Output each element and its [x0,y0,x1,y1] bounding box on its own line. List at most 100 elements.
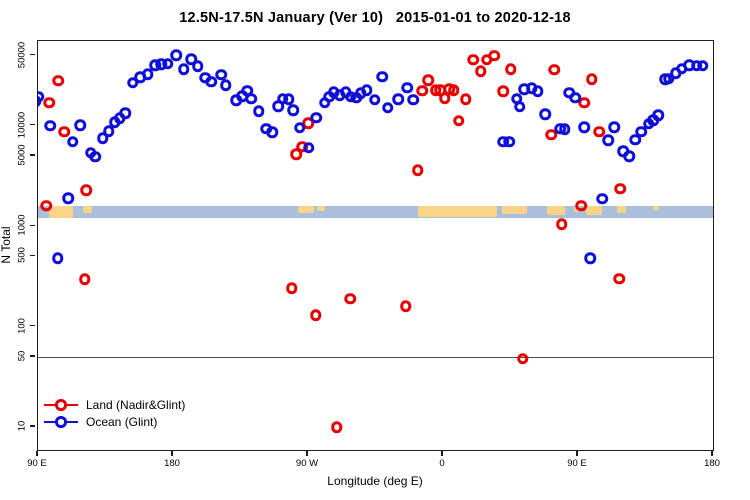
ocean-data-point [531,85,544,97]
x-tick [36,451,38,456]
map-band [38,205,713,218]
ocean-data-point [51,252,64,264]
land-data-point [330,421,343,433]
y-tick [30,324,35,327]
map-band-land-blob [297,205,314,213]
ocean-data-point [219,79,232,92]
land-data-point [447,84,460,97]
land-data-point [504,63,517,76]
ocean-data-point [578,121,590,133]
ocean-data-point [294,121,306,134]
map-band-land-blob [501,205,527,215]
land-data-point [555,218,568,230]
y-axis-title: N Total [0,226,13,264]
land-data-point [78,273,91,286]
map-band-land-blob [417,205,497,217]
reference-line [38,356,713,359]
ocean-data-point [245,92,257,105]
y-tick [30,425,35,427]
map-band-land-blob [653,205,659,211]
ocean-data-point [62,192,74,204]
land-data-point [411,164,424,177]
y-tick-label: 10000 [16,111,28,139]
land-data-point [459,93,472,105]
ocean-data-point [381,102,394,114]
x-tick [576,451,578,456]
land-data-point [309,309,322,321]
legend-label-land: Land (Nadir&Glint) [86,397,186,412]
land-data-point [399,300,412,312]
land-data-point [285,282,298,295]
ocean-data-point [141,68,154,81]
map-band-land-blob [546,205,565,215]
x-tick-label: 90 W [295,458,319,469]
ocean-data-point [215,68,227,81]
ocean-data-point [102,125,115,138]
map-band-land-blob [617,205,626,214]
y-tick [30,224,35,226]
land-data-point [290,148,302,161]
y-tick-label: 50000 [16,41,28,68]
land-data-point [488,49,500,62]
ocean-data-point [513,101,526,113]
ocean-data-point [38,90,44,103]
land-data-point [548,64,560,76]
land-data-point [467,53,479,66]
ocean-data-point [266,126,278,138]
land-data-point [585,73,598,86]
map-band-land-blob [48,205,73,218]
ocean-data-point [177,63,190,76]
land-data-point [416,85,428,97]
land-data-point [344,292,356,305]
ocean-data-point [96,132,109,145]
x-tick-label: 180 [164,458,180,469]
legend-label-ocean: Ocean (Glint) [86,414,158,429]
legend-item-land: Land (Nadir&Glint) [44,396,185,413]
ocean-data-point [584,252,596,264]
x-tick-label: 90 E [567,458,587,469]
ocean-data-point [44,120,56,132]
land-data-point [43,96,55,109]
land-data-point [474,65,487,77]
ocean-data-point [89,151,101,163]
y-tick [30,355,35,357]
ocean-data-point [252,105,265,117]
land-data-point [575,199,587,212]
land-series-symbol-icon [44,399,78,411]
x-tick-label: 90 E [27,458,47,469]
ocean-data-point [602,134,614,147]
map-band-land-blob [83,205,92,214]
land-data-point [614,183,626,195]
land-data-point [593,126,605,138]
land-data-point [52,75,64,87]
map-band-land-blob [585,205,602,216]
land-data-point [58,126,70,138]
ocean-data-point [162,57,174,70]
y-tick-label: 500 [16,247,28,264]
ocean-data-point [287,104,299,116]
x-axis-title: Longitude (deg E) [327,474,423,488]
ocean-data-point [119,107,131,120]
land-data-point [80,184,92,196]
land-data-point [516,352,529,365]
y-tick-label: 100 [16,317,28,334]
ocean-data-point [66,136,79,148]
ocean-data-point [376,70,388,83]
ocean-data-point [629,133,641,146]
ocean-series-symbol-icon [44,416,78,428]
ocean-data-point [558,123,571,135]
ocean-data-point [407,94,419,106]
x-tick [441,451,443,456]
y-tick [30,53,35,56]
land-data-point [545,129,557,141]
ocean-data-point [539,108,551,121]
legend-item-ocean: Ocean (Glint) [44,413,185,430]
ocean-data-point [652,109,664,121]
y-tick-label: 50 [16,350,28,362]
land-data-point [40,199,52,212]
ocean-data-point [170,49,182,61]
map-band-land-blob [317,205,325,212]
y-tick [30,124,35,126]
ocean-data-point [401,82,413,94]
